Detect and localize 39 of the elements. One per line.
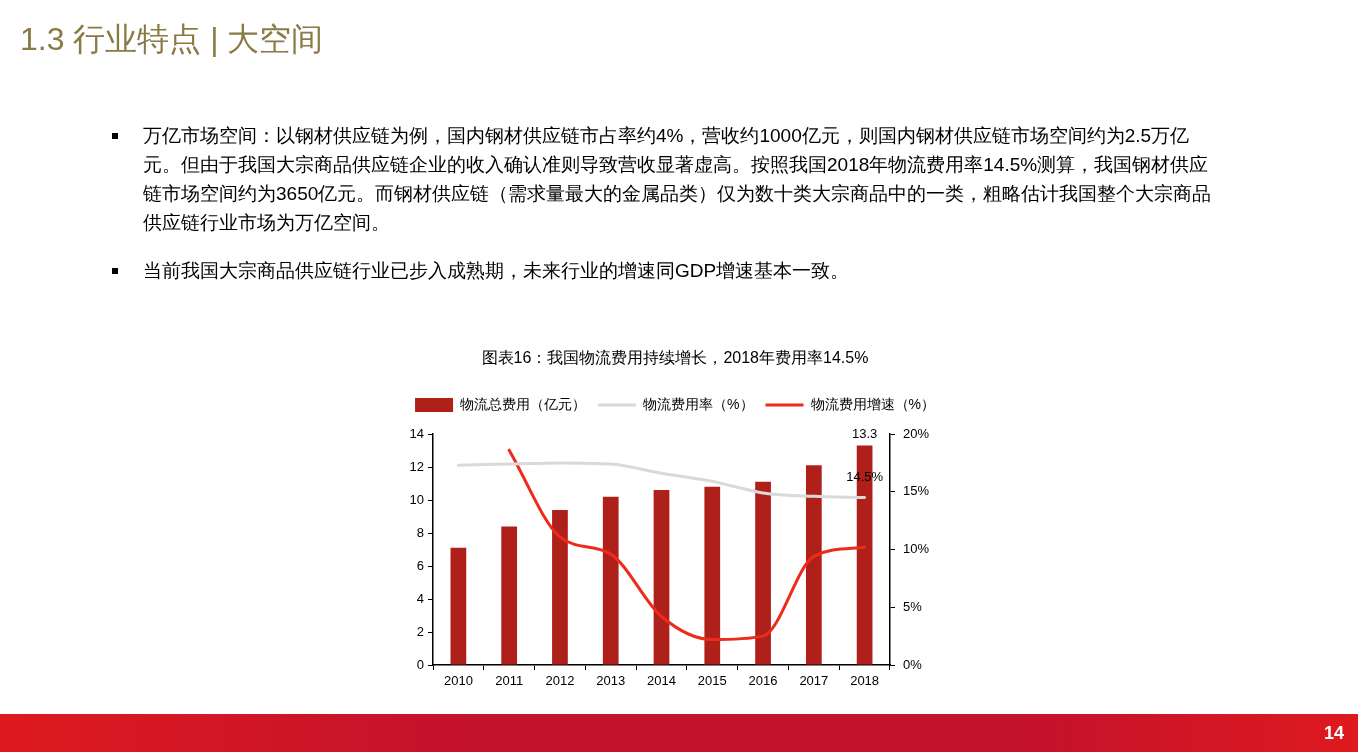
y2-tick-label: 20% [903, 425, 930, 441]
bar [501, 526, 518, 665]
y2-tick-label: 15% [903, 483, 930, 499]
x-tick-label: 2010 [443, 673, 473, 689]
text: 万亿市场空间：以钢材供应链为例，国内钢材供应链市占率约4%，营收约1000亿元，则国内钢材供应链市场空间约为2.5万亿元。但由于我国大宗商品供应链企业的收入确认准则导致营收显著虚高。按照我国2018年物流费用率14.5%测算，我国钢材供应链市场空间约为3650亿元。而钢材供应链（需求量最大的金属品类）仅为数十类大宗商品中的一类，粗略估计我国整个大宗商品供应链行业市场为万亿空间。 [143, 124, 1212, 235]
bar [602, 496, 619, 665]
text: 当前我国大宗商品供应链行业已步入成熟期，未来行业的增速同GDP增速基本一致。 [143, 259, 851, 283]
text: 14 [1323, 722, 1344, 744]
legend-label: 物流费用率（%） [643, 395, 754, 412]
y2-tick-label: 10% [903, 541, 930, 557]
chart-title: 图表16：我国物流费用持续增长，2018年费用率14.5% [480, 348, 870, 368]
bar [653, 490, 670, 665]
x-tick-label: 2012 [545, 673, 575, 689]
y-tick-label: 0 [416, 656, 424, 672]
bar [704, 486, 721, 665]
bar [552, 509, 568, 665]
y-tick-label: 2 [416, 623, 424, 639]
y-tick-label: 14 [409, 425, 424, 441]
x-tick-label: 2016 [748, 673, 778, 689]
x-tick-label: 2018 [850, 673, 880, 689]
text: 1.3 行业特点 | 大空间 [20, 20, 324, 59]
x-tick-label: 2015 [697, 673, 727, 689]
x-tick-label: 2017 [799, 673, 829, 689]
legend-label: 物流总费用（亿元） [460, 395, 587, 412]
y2-tick-label: 5% [903, 598, 923, 614]
x-tick-label: 2014 [647, 673, 676, 689]
y-tick-label: 6 [416, 557, 424, 573]
bar [450, 547, 467, 665]
y2-tick-label: 0% [903, 656, 923, 672]
x-tick-label: 2013 [596, 673, 626, 689]
y-tick-label: 10 [409, 491, 424, 507]
y-tick-label: 12 [409, 458, 424, 474]
bar [805, 465, 822, 665]
y-tick-label: 8 [416, 524, 424, 540]
bar [755, 481, 771, 665]
legend-label: 物流费用增速（%） [810, 395, 935, 412]
y-tick-label: 4 [416, 590, 424, 606]
x-tick-label: 2011 [495, 673, 524, 689]
data-label: 13.3 [851, 425, 878, 441]
